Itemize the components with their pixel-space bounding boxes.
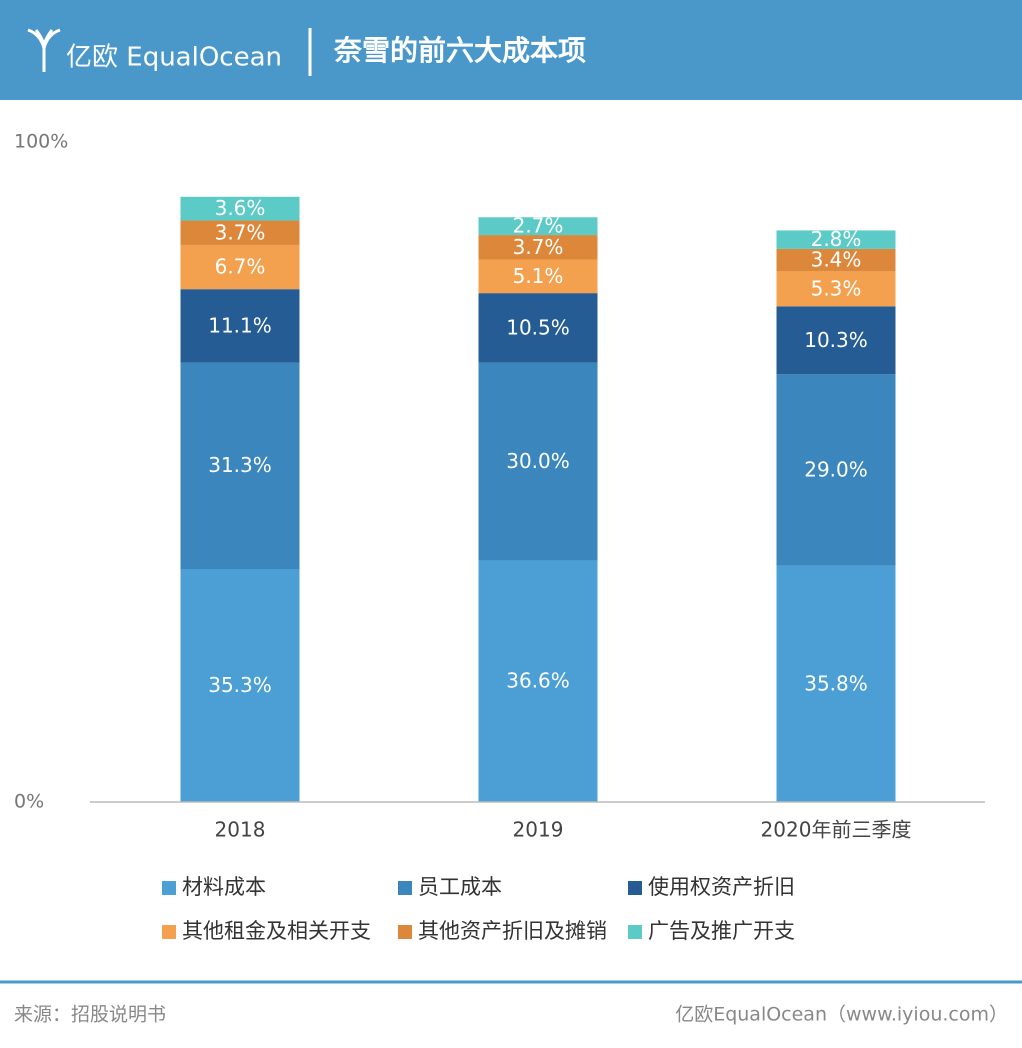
legend-label: 员工成本 [418, 875, 502, 899]
value-label: 5.3% [811, 276, 862, 300]
bar-segment [180, 220, 300, 245]
legend-swatch [628, 881, 642, 895]
bar-segment [478, 259, 598, 294]
legend-label: 材料成本 [182, 875, 266, 899]
source: 来源：招股说明书 [14, 1004, 166, 1026]
x-tick-label: 2018 [215, 818, 266, 842]
value-label: 30.0% [506, 449, 570, 473]
legend-swatch [398, 925, 412, 939]
logo [27, 28, 61, 72]
bar-segment [776, 248, 896, 272]
bar-segment [776, 374, 896, 566]
legend-label: 其他资产折旧及摊销 [418, 919, 607, 943]
bar-segment [776, 271, 896, 307]
value-label: 29.0% [804, 458, 868, 482]
value-label: 36.6% [506, 669, 570, 693]
value-label: 3.6% [215, 196, 266, 220]
value-label: 5.1% [513, 264, 564, 288]
bar-segment [776, 306, 896, 375]
bar-segment [180, 196, 300, 221]
bar-segment [180, 289, 300, 363]
bar-segment [478, 217, 598, 236]
legend-label: 使用权资产折旧 [648, 875, 795, 899]
chart-title: 奈雪的前六大成本项 [333, 34, 586, 67]
value-label: 31.3% [208, 453, 272, 477]
bar-segment [776, 230, 896, 249]
legend-label: 其他租金及相关开支 [182, 919, 371, 943]
value-label: 3.7% [215, 220, 266, 244]
y-tick-label: 100% [14, 131, 68, 153]
legend-swatch [398, 881, 412, 895]
value-label: 35.8% [804, 671, 868, 695]
value-label: 6.7% [215, 255, 266, 279]
value-label: 35.3% [208, 673, 272, 697]
bar-segment [180, 362, 300, 570]
bar-segment [478, 560, 598, 802]
value-label: 10.5% [506, 315, 570, 339]
x-tick-label: 2019 [513, 818, 564, 842]
legend-swatch [628, 925, 642, 939]
bar-segment [776, 565, 896, 802]
bar-segment [478, 293, 598, 363]
header-band [0, 0, 1022, 100]
y-tick-label: 0% [14, 791, 44, 813]
legend-swatch [162, 925, 176, 939]
value-label: 2.7% [513, 214, 564, 238]
brand: 亿欧 EqualOcean [66, 43, 282, 73]
bar-segment [478, 235, 598, 260]
footer-brand: 亿欧EqualOcean（www.iyiou.com） [675, 1004, 1008, 1026]
bar-segment [180, 244, 300, 290]
legend-swatch [162, 881, 176, 895]
value-label: 2.8% [811, 227, 862, 251]
bar-segment [180, 569, 300, 802]
legend-label: 广告及推广开支 [648, 919, 795, 943]
value-label: 3.4% [811, 248, 862, 272]
bar-segment [478, 362, 598, 561]
x-tick-label: 2020年前三季度 [761, 818, 912, 842]
value-label: 10.3% [804, 328, 868, 352]
value-label: 11.1% [208, 313, 272, 337]
value-label: 3.7% [513, 235, 564, 259]
